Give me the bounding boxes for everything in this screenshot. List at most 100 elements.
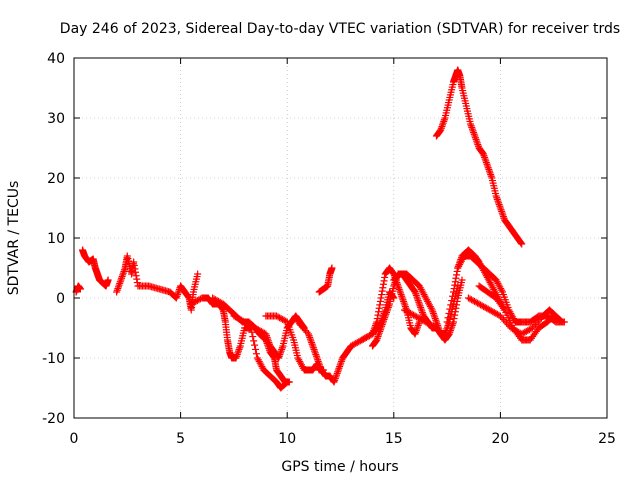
data-point [277, 347, 285, 355]
data-point [536, 315, 544, 323]
data-point [482, 157, 490, 165]
data-point [446, 305, 454, 313]
data-point [429, 322, 437, 330]
data-point [301, 327, 309, 335]
data-point [306, 333, 314, 341]
data-point [477, 301, 485, 309]
data-point [372, 321, 380, 329]
data-point [273, 312, 281, 320]
data-point [76, 285, 84, 293]
data-point [114, 285, 122, 293]
data-point [374, 333, 382, 341]
data-point [377, 324, 385, 332]
data-point [120, 267, 128, 275]
data-point [448, 297, 456, 305]
data-point [252, 345, 260, 353]
data-point [305, 330, 313, 338]
track-18 [475, 282, 558, 344]
y-tick-label: 20 [47, 171, 65, 187]
data-point [557, 317, 565, 325]
data-point [470, 129, 478, 137]
data-point [277, 315, 285, 323]
data-point [397, 289, 405, 297]
data-point [250, 337, 258, 345]
data-point [431, 313, 439, 321]
data-point [487, 307, 495, 315]
data-point [193, 297, 201, 305]
axis-ticks: 0 5 10 15 20 25 -20 -10 0 10 20 30 40 [42, 51, 616, 447]
data-point [485, 165, 493, 173]
data-point [449, 292, 457, 300]
data-point [418, 307, 426, 315]
data-point [265, 339, 273, 347]
data-point [384, 303, 392, 311]
data-point [118, 274, 126, 282]
data-point [358, 336, 366, 344]
data-point [398, 294, 406, 302]
data-point [473, 137, 481, 145]
data-point [276, 314, 284, 322]
data-point [373, 315, 381, 323]
data-point [116, 279, 124, 287]
data-point [187, 300, 195, 308]
data-point [499, 213, 507, 221]
data-point [334, 366, 342, 374]
data-point [432, 316, 440, 324]
data-point [398, 292, 406, 300]
data-point [264, 335, 272, 343]
data-point [458, 276, 466, 284]
data-point [330, 378, 338, 386]
data-point [375, 308, 383, 316]
data-point [528, 324, 536, 332]
data-point [305, 332, 313, 340]
data-point [550, 312, 558, 320]
x-axis-label: GPS time / hours [281, 459, 398, 475]
data-point [493, 194, 501, 202]
data-point [415, 320, 423, 328]
data-point [549, 313, 557, 321]
data-point [407, 309, 415, 317]
data-point [263, 333, 271, 341]
data-point [310, 345, 318, 353]
data-point [190, 298, 198, 306]
data-point [333, 371, 341, 379]
data-point [216, 298, 224, 306]
data-point [349, 341, 357, 349]
data-point [413, 293, 421, 301]
data-point [524, 327, 532, 335]
data-point [466, 295, 474, 303]
data-point [443, 318, 451, 326]
data-point [405, 309, 413, 317]
data-point [356, 337, 364, 345]
data-point [519, 329, 527, 337]
data-point [518, 240, 526, 248]
data-point [328, 264, 336, 272]
data-point [496, 202, 504, 210]
data-point [416, 302, 424, 310]
plot-frame [73, 57, 608, 419]
data-point [490, 309, 498, 317]
data-point [375, 331, 383, 339]
data-point [495, 201, 503, 209]
data-point [234, 347, 242, 355]
data-point [209, 294, 217, 302]
data-point [251, 324, 259, 332]
data-point [473, 139, 481, 147]
data-point [498, 209, 506, 217]
data-point [276, 351, 284, 359]
data-point [362, 333, 370, 341]
data-point [121, 266, 129, 274]
data-point [247, 321, 255, 329]
data-point [370, 325, 378, 333]
data-point [212, 296, 220, 304]
data-point [307, 337, 315, 345]
data-point [443, 325, 451, 333]
data-point [467, 296, 475, 304]
data-point [248, 322, 256, 330]
data-point [558, 318, 566, 326]
data-point [173, 292, 181, 300]
data-point [489, 308, 497, 316]
data-point [493, 310, 501, 318]
data-point [114, 283, 122, 291]
data-point [359, 335, 367, 343]
